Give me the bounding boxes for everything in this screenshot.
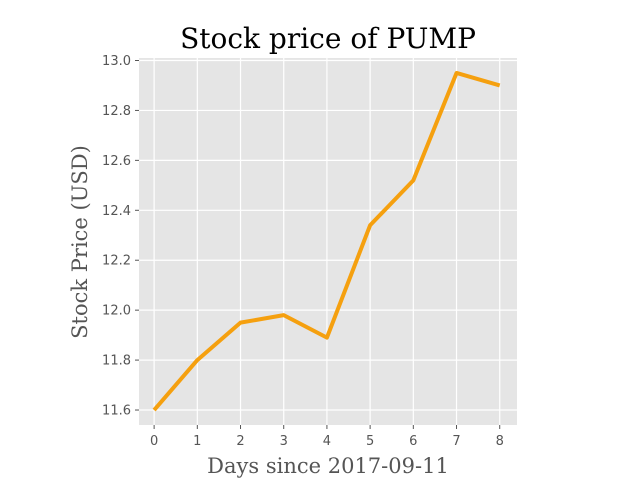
x-tick-label: 3 <box>280 434 288 449</box>
y-tick-label: 11.6 <box>102 404 131 419</box>
y-axis-ticks: 11.6 11.8 12.0 12.2 12.4 12.6 12.8 13.0 <box>102 54 139 419</box>
y-tick-label: 12.6 <box>102 154 131 169</box>
x-axis-label: Days since 2017-09-11 <box>207 454 449 478</box>
y-tick-label: 12.2 <box>102 254 131 269</box>
y-tick-label: 11.8 <box>102 354 131 369</box>
chart-title: Stock price of PUMP <box>180 22 476 55</box>
x-tick-label: 7 <box>452 434 460 449</box>
x-tick-label: 8 <box>496 434 504 449</box>
x-tick-label: 5 <box>366 434 374 449</box>
plot-area <box>139 58 517 425</box>
x-tick-label: 4 <box>323 434 331 449</box>
series-group <box>152 70 501 412</box>
y-tick-label: 12.8 <box>102 104 131 119</box>
x-tick-label: 6 <box>409 434 417 449</box>
x-tick-label: 1 <box>193 434 201 449</box>
y-tick-label: 12.4 <box>102 204 131 219</box>
y-axis-label: Stock Price (USD) <box>68 145 92 339</box>
x-tick-label: 0 <box>150 434 158 449</box>
x-axis-ticks: 0 1 2 3 4 5 6 7 8 <box>150 425 504 449</box>
grid <box>139 58 517 425</box>
x-tick-label: 2 <box>236 434 244 449</box>
y-tick-label: 13.0 <box>102 54 131 69</box>
y-tick-label: 12.0 <box>102 304 131 319</box>
